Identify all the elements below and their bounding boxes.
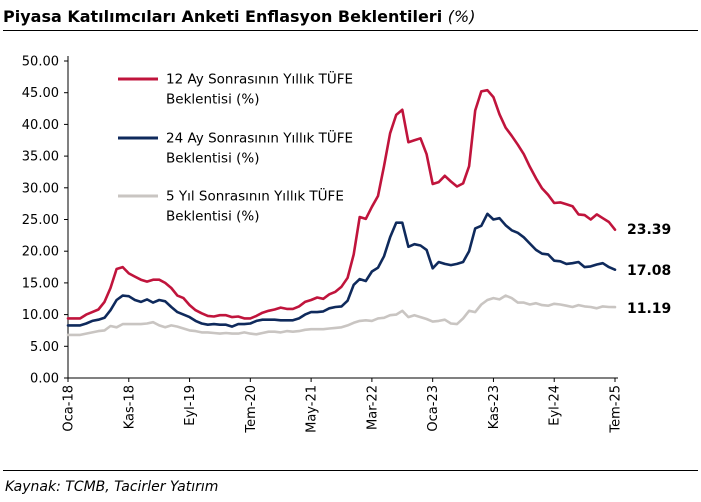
y-tick-label: 30.00	[22, 181, 59, 196]
x-tick-label: Tem-25	[609, 385, 624, 434]
y-tick-label: 15.00	[22, 276, 59, 291]
chart-legend: 12 Ay Sonrasının Yıllık TÜFE Beklentisi (…	[118, 70, 353, 225]
y-tick-label: 10.00	[22, 308, 59, 323]
end-value-label: 17.08	[627, 263, 671, 279]
chart-title-unit: (%)	[447, 7, 476, 26]
x-tick-label: Tem-20	[244, 385, 259, 434]
y-tick-label: 35.00	[22, 150, 59, 165]
y-tick-label: 50.00	[22, 55, 59, 70]
title-bar: Piyasa Katılımcıları Anketi Enflasyon Be…	[3, 4, 698, 31]
y-tick-label: 40.00	[22, 118, 59, 133]
legend-label-line-2: Beklentisi (%)	[166, 209, 259, 225]
legend-label-line-1: 12 Ay Sonrasının Yıllık TÜFE	[166, 70, 353, 88]
y-tick-label: 45.00	[22, 86, 59, 101]
chart-axes: 0.00 5.00 10.00 15.00 20.00 25.00 30.00 35.00 40…	[22, 55, 624, 434]
x-tick-label: Mar-22	[365, 385, 380, 430]
series-line-5y	[66, 294, 617, 337]
x-tick-label: Eyl-19	[183, 385, 198, 426]
x-tick-label: Oca-23	[426, 385, 441, 432]
source-note: Kaynak: TCMB, Tacirler Yatırım	[5, 479, 219, 495]
legend-label-line-1: 24 Ay Sonrasının Yıllık TÜFE	[166, 129, 353, 147]
x-tick-label: May-21	[305, 385, 320, 433]
chart-series	[66, 88, 617, 337]
legend-label-line-2: Beklentisi (%)	[166, 151, 259, 167]
legend-label-line-2: Beklentisi (%)	[166, 92, 259, 108]
legend-label-line-1: 5 Yıl Sonrasının Yıllık TÜFE	[166, 187, 344, 205]
y-tick-label: 5.00	[30, 340, 59, 355]
chart-title: Piyasa Katılımcıları Anketi Enflasyon Be…	[3, 7, 475, 26]
y-tick-label: 25.00	[22, 213, 59, 228]
end-value-label: 23.39	[627, 222, 671, 238]
source-bar: Kaynak: TCMB, Tacirler Yatırım	[3, 470, 698, 495]
series-line-12m	[66, 88, 617, 320]
x-tick-label: Kas-23	[487, 385, 502, 429]
chart-title-text: Piyasa Katılımcıları Anketi Enflasyon Be…	[3, 7, 443, 26]
y-tick-label: 20.00	[22, 245, 59, 260]
x-tick-label: Eyl-24	[548, 385, 563, 426]
y-tick-label: 0.00	[30, 372, 59, 387]
x-tick-label: Kas-18	[122, 385, 137, 429]
x-tick-label: Oca-18	[62, 385, 77, 432]
end-value-label: 11.19	[627, 301, 671, 317]
inflation-expectations-chart: 0.00 5.00 10.00 15.00 20.00 25.00 30.00 35.00 40…	[22, 55, 672, 434]
chart-end-labels: 23.39 17.08 11.19	[627, 222, 671, 317]
series-line-24m	[66, 212, 617, 328]
